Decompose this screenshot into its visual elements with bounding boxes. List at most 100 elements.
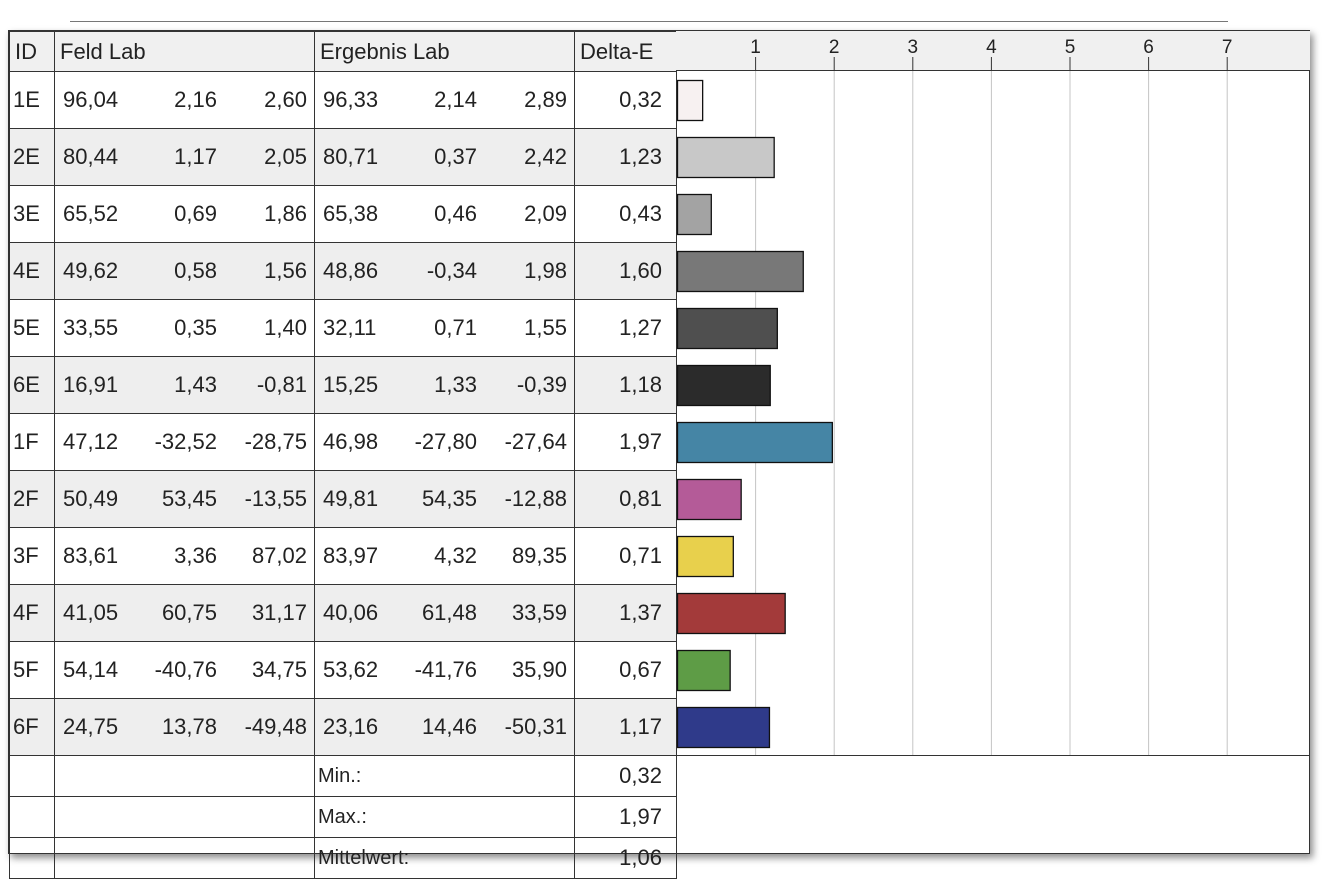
feld-l-value: 54,14 xyxy=(63,657,119,682)
feld-l-value: 65,52 xyxy=(63,201,119,226)
feld-b-value: 1,86 xyxy=(264,201,307,226)
feld-lab-cell: 47,12 -32,52 -28,75 xyxy=(54,413,315,471)
feld-l-value: 83,61 xyxy=(63,543,119,568)
ergebnis-b-value: 2,09 xyxy=(524,201,567,226)
feld-a-value: 0,69 xyxy=(174,201,217,226)
feld-lab-cell: 49,62 0,58 1,56 xyxy=(54,242,315,300)
delta-e-value: 0,32 xyxy=(574,71,677,129)
ergebnis-a-value: -0,34 xyxy=(426,258,477,283)
bar-5F xyxy=(676,649,731,692)
feld-a-value: 3,36 xyxy=(174,543,217,568)
ergebnis-b-value: -50,31 xyxy=(504,714,567,739)
table-row: 6F 24,75 13,78 -49,48 23,16 14,46 -50,31 1,17 xyxy=(9,698,677,756)
feld-b-value: -49,48 xyxy=(244,714,307,739)
summary-label: Min.: xyxy=(314,755,575,797)
table-row: 5F 54,14 -40,76 34,75 53,62 -41,76 35,90 0,67 xyxy=(9,641,677,699)
delta-e-value: 0,71 xyxy=(574,527,677,585)
delta-e-report: ID Feld Lab Ergebnis Lab Delta-E 1E 96,04… xyxy=(8,30,1310,879)
ergebnis-a-value: 0,37 xyxy=(434,144,477,169)
bar-3E xyxy=(676,193,712,236)
ergebnis-lab-cell: 32,11 0,71 1,55 xyxy=(314,299,575,357)
feld-l-value: 16,91 xyxy=(63,372,119,397)
ergebnis-lab-cell: 48,86 -0,34 1,98 xyxy=(314,242,575,300)
ergebnis-a-value: 61,48 xyxy=(421,600,477,625)
ergebnis-b-value: -27,64 xyxy=(504,429,567,454)
feld-b-value: 1,40 xyxy=(264,315,307,340)
feld-l-value: 41,05 xyxy=(63,600,119,625)
delta-e-value: 1,60 xyxy=(574,242,677,300)
ergebnis-lab-cell: 15,25 1,33 -0,39 xyxy=(314,356,575,414)
ergebnis-b-value: -0,39 xyxy=(516,372,567,397)
table-row: 6E 16,91 1,43 -0,81 15,25 1,33 -0,39 1,18 xyxy=(9,356,677,414)
row-id: 3E xyxy=(9,185,55,243)
table-row: 4F 41,05 60,75 31,17 40,06 61,48 33,59 1,37 xyxy=(9,584,677,642)
bar-6F xyxy=(676,706,771,749)
top-separator-line xyxy=(70,21,1228,22)
summary-row: Mittelwert: 1,06 xyxy=(9,837,677,879)
feld-lab-cell: 16,91 1,43 -0,81 xyxy=(54,356,315,414)
row-id: 4F xyxy=(9,584,55,642)
ergebnis-lab-cell: 53,62 -41,76 35,90 xyxy=(314,641,575,699)
x-tick-label: 1 xyxy=(750,37,761,58)
ergebnis-l-value: 65,38 xyxy=(323,201,379,226)
summary-empty-cell xyxy=(9,837,55,879)
delta-e-value: 0,81 xyxy=(574,470,677,528)
header-delta-e: Delta-E xyxy=(574,31,677,72)
ergebnis-b-value: 33,59 xyxy=(511,600,567,625)
row-id: 5F xyxy=(9,641,55,699)
delta-e-value: 1,18 xyxy=(574,356,677,414)
ergebnis-a-value: 0,46 xyxy=(434,201,477,226)
ergebnis-l-value: 49,81 xyxy=(323,486,379,511)
x-tick-label: 3 xyxy=(908,37,919,58)
ergebnis-lab-cell: 83,97 4,32 89,35 xyxy=(314,527,575,585)
ergebnis-l-value: 48,86 xyxy=(323,258,379,283)
feld-a-value: 1,17 xyxy=(174,144,217,169)
feld-l-value: 24,75 xyxy=(63,714,119,739)
bar-2E xyxy=(676,136,775,179)
delta-e-value: 1,97 xyxy=(574,413,677,471)
delta-e-value: 1,37 xyxy=(574,584,677,642)
feld-lab-cell: 50,49 53,45 -13,55 xyxy=(54,470,315,528)
header-id: ID xyxy=(9,31,55,72)
ergebnis-l-value: 53,62 xyxy=(323,657,379,682)
table-row: 5E 33,55 0,35 1,40 32,11 0,71 1,55 1,27 xyxy=(9,299,677,357)
feld-a-value: 60,75 xyxy=(161,600,217,625)
table-row: 3F 83,61 3,36 87,02 83,97 4,32 89,35 0,71 xyxy=(9,527,677,585)
chart-axis-header xyxy=(676,31,1310,71)
ergebnis-b-value: 35,90 xyxy=(511,657,567,682)
row-id: 6F xyxy=(9,698,55,756)
bar-4F xyxy=(676,592,786,635)
summary-row: Min.: 0,32 xyxy=(9,755,677,797)
ergebnis-lab-cell: 23,16 14,46 -50,31 xyxy=(314,698,575,756)
header-ergebnis-lab: Ergebnis Lab xyxy=(314,31,575,72)
table-row: 2E 80,44 1,17 2,05 80,71 0,37 2,42 1,23 xyxy=(9,128,677,186)
x-tick-label: 6 xyxy=(1143,37,1154,58)
x-tick-label: 2 xyxy=(829,37,840,58)
bar-3F xyxy=(676,535,734,578)
summary-value: 1,97 xyxy=(574,796,677,838)
feld-l-value: 47,12 xyxy=(63,429,119,454)
ergebnis-l-value: 46,98 xyxy=(323,429,379,454)
summary-label: Mittelwert: xyxy=(314,837,575,879)
delta-e-value: 0,67 xyxy=(574,641,677,699)
feld-l-value: 50,49 xyxy=(63,486,119,511)
feld-lab-cell: 33,55 0,35 1,40 xyxy=(54,299,315,357)
ergebnis-a-value: -27,80 xyxy=(414,429,477,454)
summary-row: Max.: 1,97 xyxy=(9,796,677,838)
delta-e-value: 1,23 xyxy=(574,128,677,186)
ergebnis-b-value: 89,35 xyxy=(511,543,567,568)
table-row: 3E 65,52 0,69 1,86 65,38 0,46 2,09 0,43 xyxy=(9,185,677,243)
ergebnis-lab-cell: 46,98 -27,80 -27,64 xyxy=(314,413,575,471)
feld-a-value: 13,78 xyxy=(161,714,217,739)
ergebnis-a-value: 0,71 xyxy=(434,315,477,340)
row-id: 2E xyxy=(9,128,55,186)
table-header-row: ID Feld Lab Ergebnis Lab Delta-E xyxy=(9,31,677,72)
bar-1F xyxy=(676,421,833,464)
ergebnis-l-value: 40,06 xyxy=(323,600,379,625)
x-tick-label: 5 xyxy=(1065,37,1076,58)
bar-4E xyxy=(676,250,804,293)
feld-a-value: 1,43 xyxy=(174,372,217,397)
feld-b-value: 1,56 xyxy=(264,258,307,283)
feld-lab-cell: 41,05 60,75 31,17 xyxy=(54,584,315,642)
table-row: 4E 49,62 0,58 1,56 48,86 -0,34 1,98 1,60 xyxy=(9,242,677,300)
